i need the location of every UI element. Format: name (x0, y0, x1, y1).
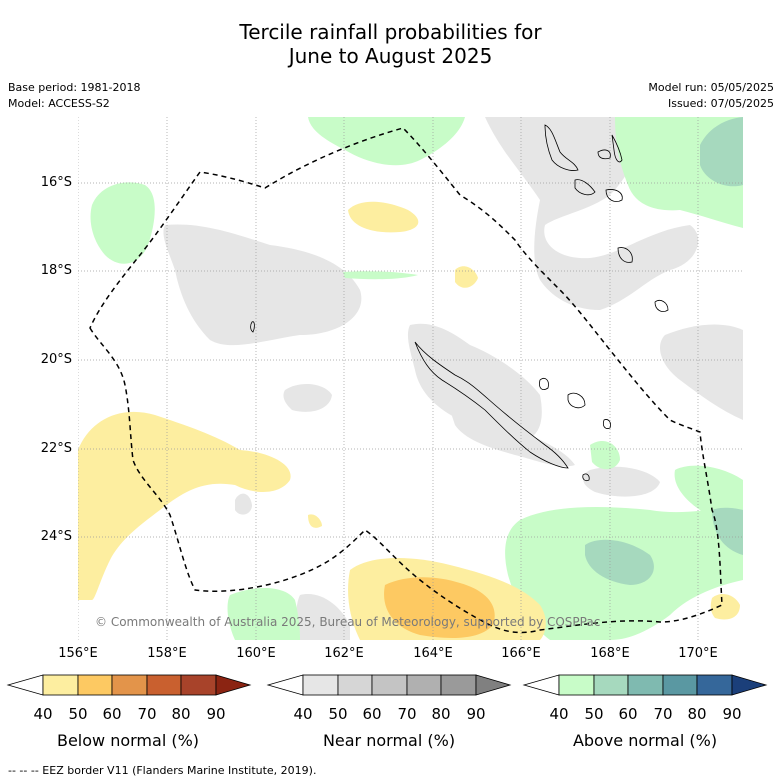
lon-label-168e: 168°E (590, 646, 630, 661)
near-tick-60: 60 (362, 705, 382, 723)
below-normal-dark-areas (384, 577, 495, 638)
vanuatu-north-outline (544, 124, 579, 171)
above-tick-90: 90 (722, 705, 742, 723)
above-tick-50: 50 (584, 705, 604, 723)
near-normal-label: Near normal (%) (322, 731, 456, 750)
lat-label-18s: 18°S (40, 263, 72, 278)
issued-date: Issued: 07/05/2025 (667, 97, 774, 110)
below-tick-60: 60 (102, 705, 122, 723)
near-tick-90: 90 (466, 705, 486, 723)
colorbar-below (6, 674, 252, 696)
above-tick-60: 60 (618, 705, 638, 723)
near-tick-50: 50 (328, 705, 348, 723)
eez-footnote: -- -- -- EEZ border V11 (Flanders Marine… (8, 764, 317, 777)
near-normal-areas (163, 117, 743, 640)
below-tick-70: 70 (137, 705, 157, 723)
lon-label-162e: 162°E (324, 646, 364, 661)
lat-label-22s: 22°S (40, 441, 72, 456)
lat-label-24s: 24°S (40, 529, 72, 544)
above-tick-40: 40 (549, 705, 569, 723)
map-plot-area (78, 117, 743, 640)
lon-label-164e: 164°E (413, 646, 453, 661)
model-run: Model run: 05/05/2025 (648, 81, 774, 94)
eez-border (89, 127, 723, 634)
below-normal-label: Below normal (%) (56, 731, 200, 750)
lon-label-158e: 158°E (147, 646, 187, 661)
near-tick-80: 80 (431, 705, 451, 723)
map-title-line1: Tercile rainfall probabilities for (239, 20, 542, 44)
lon-label-170e: 170°E (678, 646, 718, 661)
map-title-line2: June to August 2025 (288, 44, 493, 68)
colorbar-near (266, 674, 512, 696)
lon-label-156e: 156°E (58, 646, 98, 661)
colorbar-above (522, 674, 768, 696)
below-tick-90: 90 (206, 705, 226, 723)
lon-label-166e: 166°E (501, 646, 541, 661)
above-normal-label: Above normal (%) (572, 731, 718, 750)
model-name: Model: ACCESS-S2 (8, 97, 110, 110)
above-normal-dark-areas (585, 117, 743, 585)
near-tick-70: 70 (397, 705, 417, 723)
above-normal-areas (90, 117, 743, 640)
below-tick-50: 50 (68, 705, 88, 723)
coastlines (250, 124, 669, 482)
lat-label-20s: 20°S (40, 352, 72, 367)
base-period: Base period: 1981-2018 (8, 81, 141, 94)
credit-text: © Commonwealth of Australia 2025, Bureau… (95, 615, 601, 629)
below-tick-40: 40 (33, 705, 53, 723)
lon-label-160e: 160°E (236, 646, 276, 661)
below-tick-80: 80 (171, 705, 191, 723)
lat-label-16s: 16°S (40, 175, 72, 190)
new-caledonia-outline (414, 341, 569, 469)
above-tick-80: 80 (687, 705, 707, 723)
above-tick-70: 70 (653, 705, 673, 723)
graticule (78, 117, 743, 640)
near-tick-40: 40 (293, 705, 313, 723)
